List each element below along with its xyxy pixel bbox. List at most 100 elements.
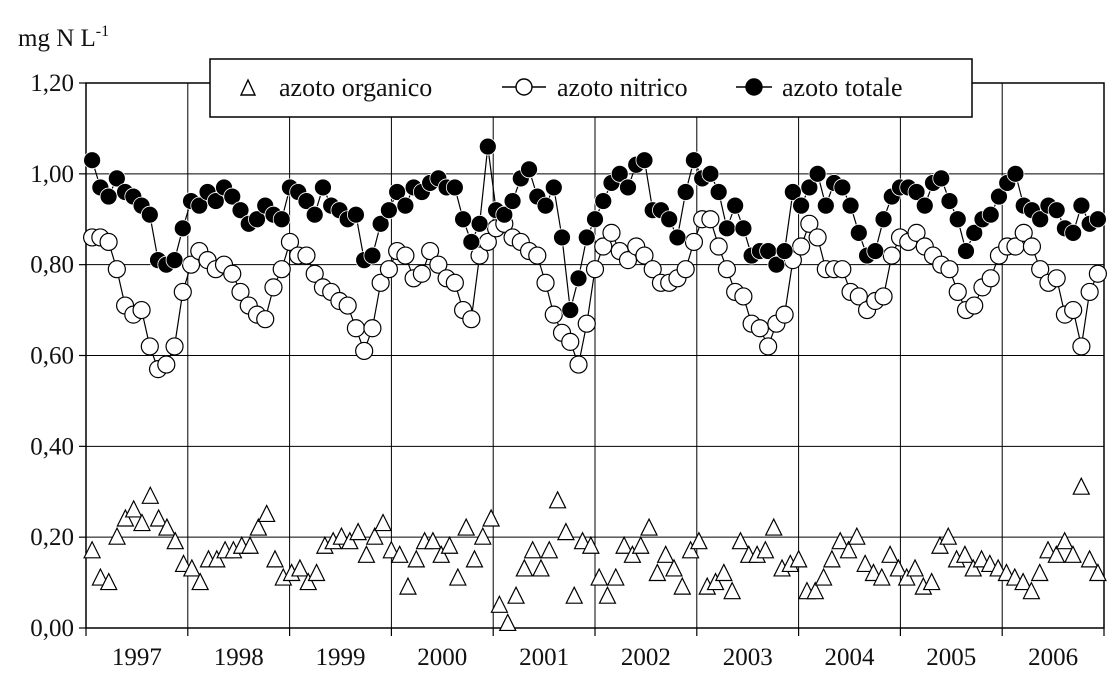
data-point-open-circle (907, 223, 926, 242)
data-point-open-circle (140, 337, 159, 356)
data-point-open-circle (223, 264, 242, 283)
data-point-triangle (939, 526, 958, 545)
data-point-filled-circle (594, 192, 613, 210)
data-point-filled-circle (676, 183, 695, 201)
data-point-triangle (141, 485, 160, 504)
data-point-open-circle (346, 319, 366, 338)
y-axis: 0,00 0,20 0,40 0,60 0,80 1,00 1,20 (30, 70, 86, 642)
data-point-triangle (191, 572, 210, 591)
data-point-triangle (473, 526, 492, 545)
data-point-filled-circle (347, 205, 365, 224)
data-point-open-circle (602, 223, 621, 242)
data-point-filled-circle (305, 205, 324, 224)
data-point-filled-circle (503, 192, 522, 210)
data-point-triangle (731, 531, 750, 550)
legend-box (209, 58, 973, 118)
data-point-triangle (357, 544, 376, 563)
data-point-open-circle (792, 237, 811, 256)
data-point-filled-circle (83, 151, 102, 170)
data-point-open-circle (940, 260, 959, 279)
data-point-open-circle (280, 232, 300, 252)
data-point-open-circle (338, 296, 357, 315)
y-unit-base: mg N L (18, 25, 96, 52)
data-point-filled-circle (990, 187, 1008, 206)
data-point-filled-circle (553, 228, 571, 247)
series-azoto-totale (83, 137, 1107, 319)
data-point-open-circle (396, 246, 415, 265)
data-point-triangle (390, 544, 409, 563)
data-point-open-circle (750, 319, 769, 338)
data-point-triangle (906, 558, 924, 577)
data-point-filled-circle (718, 219, 736, 238)
data-point-filled-circle (948, 210, 967, 229)
data-point-triangle (723, 581, 742, 600)
data-point-open-circle (635, 246, 654, 265)
data-point-open-circle (734, 287, 753, 306)
legend-item-azoto-nitrico: azoto nitrico (502, 73, 688, 102)
data-point-triangle (116, 508, 135, 527)
data-point-open-circle (569, 355, 588, 374)
data-point-triangle (964, 558, 983, 577)
data-point-filled-circle (1006, 164, 1025, 183)
y-tick-label: 1,20 (30, 70, 74, 97)
data-point-triangle (490, 594, 509, 613)
data-point-filled-circle (1031, 210, 1050, 229)
data-point-filled-circle (536, 196, 555, 215)
data-point-filled-circle (783, 183, 802, 201)
data-point-triangle (133, 513, 151, 532)
data-point-filled-circle (544, 178, 563, 197)
series-azoto-nitrico (83, 210, 1107, 379)
data-point-triangle (1063, 544, 1082, 563)
data-point-triangle (83, 540, 102, 559)
data-point-filled-circle (849, 223, 868, 242)
x-tick-label: 2002 (621, 644, 671, 671)
data-point-filled-circle (1064, 223, 1083, 242)
data-point-triangle (290, 558, 309, 577)
data-point-triangle (340, 531, 359, 550)
data-point-open-circle (470, 246, 489, 265)
data-point-triangle (756, 540, 775, 559)
data-point-triangle (399, 576, 417, 595)
data-point-triangle (108, 526, 127, 545)
data-point-open-circle (808, 228, 827, 247)
data-point-open-circle (1014, 223, 1033, 242)
data-point-triangle (689, 531, 708, 550)
data-point-triangle (507, 585, 526, 604)
data-point-open-circle (445, 273, 464, 292)
data-point-open-circle (355, 341, 374, 361)
data-point-open-circle (429, 255, 448, 274)
data-point-filled-circle (932, 169, 951, 188)
data-point-filled-circle (668, 228, 687, 247)
data-point-filled-circle (569, 269, 588, 288)
data-point-open-circle (107, 260, 126, 279)
data-point-triangle (581, 535, 600, 554)
data-point-filled-circle (371, 214, 390, 233)
data-point-open-circle (618, 251, 638, 270)
data-point-filled-circle (223, 187, 242, 206)
data-point-filled-circle (107, 169, 126, 188)
data-point-filled-circle (635, 151, 654, 170)
data-point-filled-circle (808, 164, 827, 183)
y-axis-unit-label: mg N L-1 (18, 23, 109, 52)
data-point-open-circle (717, 260, 737, 279)
data-point-triangle (831, 531, 850, 550)
data-point-triangle (556, 522, 575, 541)
series-layer (83, 137, 1107, 632)
data-point-triangle (515, 558, 534, 577)
y-unit-exponent: -1 (96, 23, 109, 40)
y-tick-label: 0,80 (30, 252, 74, 279)
data-point-triangle (897, 567, 916, 586)
data-point-filled-circle (709, 183, 728, 201)
data-point-open-circle (1031, 260, 1050, 279)
legend-label-azoto-totale: azoto totale (782, 73, 903, 102)
x-tick-label: 1999 (316, 644, 366, 671)
data-point-open-circle (948, 282, 967, 302)
data-point-triangle (930, 535, 949, 554)
data-point-triangle (1047, 544, 1066, 563)
data-point-open-circle (1022, 237, 1042, 256)
data-point-open-circle (701, 210, 720, 229)
data-point-triangle (714, 563, 733, 582)
data-point-open-circle (379, 260, 398, 279)
data-point-open-circle (594, 237, 613, 256)
data-point-filled-circle (470, 214, 489, 233)
